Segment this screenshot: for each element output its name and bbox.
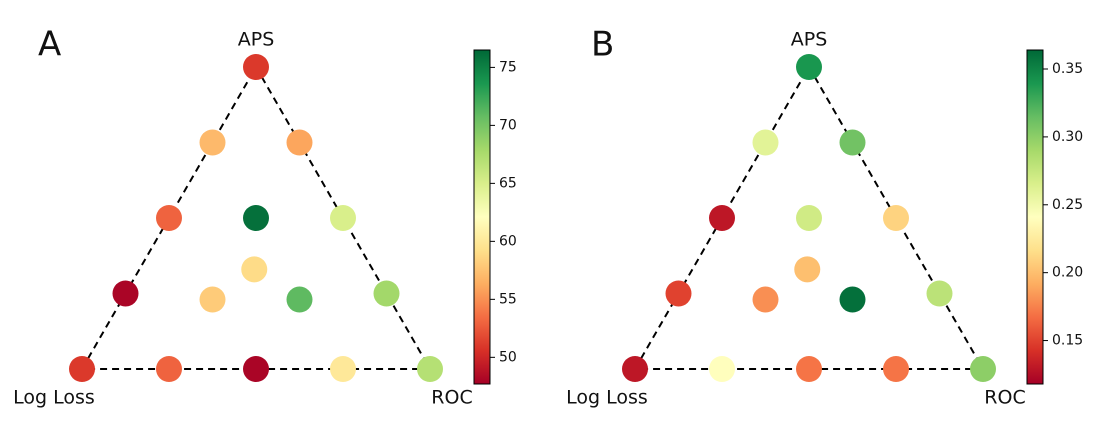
vertex-label: ROC xyxy=(984,387,1025,409)
point xyxy=(926,280,953,307)
point xyxy=(839,286,866,313)
vertex-label: APS xyxy=(791,29,828,51)
vertex-label: Log Loss xyxy=(566,387,648,409)
colorbar xyxy=(473,49,491,385)
colorbar xyxy=(1026,49,1044,385)
point xyxy=(330,356,356,382)
point xyxy=(241,256,268,283)
point xyxy=(970,356,996,382)
colorbar-tick-label: 65 xyxy=(499,175,517,191)
point xyxy=(156,205,182,231)
point xyxy=(709,205,735,231)
point xyxy=(69,356,95,382)
point xyxy=(839,129,866,156)
point xyxy=(622,356,648,382)
colorbar-tick-label: 0.20 xyxy=(1052,265,1083,281)
point xyxy=(709,356,735,382)
vertex-label: APS xyxy=(238,29,275,51)
point xyxy=(883,356,909,382)
point xyxy=(286,286,313,313)
colorbar-tick-label: 75 xyxy=(499,59,517,75)
point xyxy=(417,356,443,382)
panel-label: A xyxy=(38,25,61,65)
colorbar-tick-label: 0.25 xyxy=(1052,197,1083,213)
point xyxy=(883,205,909,231)
point xyxy=(112,280,139,307)
point xyxy=(286,129,313,156)
point xyxy=(665,280,692,307)
point xyxy=(199,129,226,156)
point xyxy=(243,205,269,231)
colorbar-tick-label: 50 xyxy=(499,349,517,365)
colorbar-tick-label: 0.35 xyxy=(1052,61,1083,77)
point xyxy=(796,205,822,231)
colorbar-tick-label: 0.15 xyxy=(1052,333,1083,349)
point xyxy=(243,356,269,382)
panel-label: B xyxy=(591,25,614,65)
colorbar-tick-label: 70 xyxy=(499,117,517,133)
colorbar-tick-label: 60 xyxy=(499,233,517,249)
point xyxy=(794,256,821,283)
point xyxy=(199,286,226,313)
point xyxy=(156,356,182,382)
point xyxy=(796,54,822,80)
point xyxy=(752,129,779,156)
colorbar-tick-label: 55 xyxy=(499,291,517,307)
colorbar-tick-label: 0.30 xyxy=(1052,129,1083,145)
point xyxy=(373,280,400,307)
point xyxy=(330,205,356,231)
vertex-label: Log Loss xyxy=(13,387,95,409)
point xyxy=(796,356,822,382)
point xyxy=(752,286,779,313)
point xyxy=(243,54,269,80)
vertex-label: ROC xyxy=(431,387,472,409)
